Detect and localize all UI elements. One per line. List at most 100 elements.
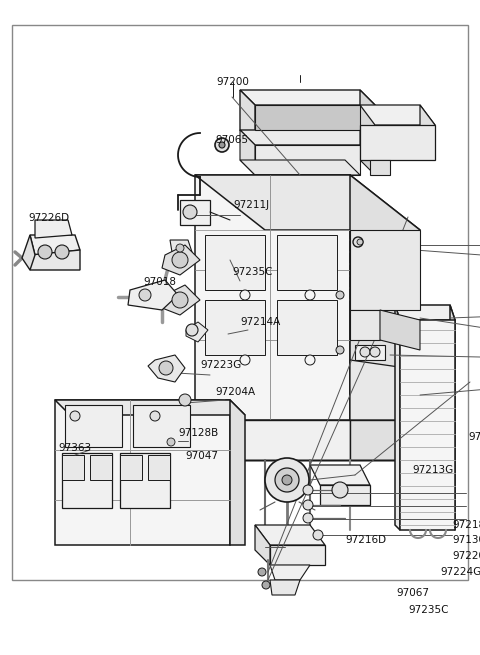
- Bar: [62, 455, 84, 480]
- Polygon shape: [360, 90, 375, 145]
- Circle shape: [159, 361, 173, 375]
- Text: 97200: 97200: [216, 77, 250, 87]
- Text: 97067: 97067: [396, 588, 429, 598]
- Polygon shape: [370, 160, 390, 175]
- Circle shape: [179, 394, 191, 406]
- Polygon shape: [380, 310, 420, 350]
- Polygon shape: [186, 322, 208, 342]
- Text: 97223G: 97223G: [200, 360, 241, 370]
- Polygon shape: [270, 545, 325, 565]
- Circle shape: [262, 581, 270, 589]
- Text: 97211J: 97211J: [233, 200, 269, 210]
- Polygon shape: [35, 220, 72, 238]
- Polygon shape: [195, 175, 350, 420]
- Circle shape: [336, 291, 344, 299]
- Circle shape: [219, 142, 225, 148]
- Polygon shape: [230, 400, 245, 545]
- Bar: [205, 300, 265, 355]
- Circle shape: [240, 355, 250, 365]
- Circle shape: [303, 513, 313, 523]
- Polygon shape: [22, 235, 35, 270]
- Circle shape: [183, 205, 197, 219]
- Bar: [120, 455, 142, 480]
- Text: 97218H: 97218H: [452, 520, 480, 530]
- Polygon shape: [350, 310, 380, 340]
- Circle shape: [240, 290, 250, 300]
- Polygon shape: [240, 160, 360, 175]
- Bar: [178, 460, 198, 473]
- Text: 97235C: 97235C: [408, 605, 448, 615]
- Circle shape: [38, 245, 52, 259]
- Polygon shape: [420, 105, 435, 160]
- Polygon shape: [55, 400, 245, 415]
- Circle shape: [332, 482, 348, 498]
- Circle shape: [258, 568, 266, 576]
- Polygon shape: [255, 105, 360, 130]
- Circle shape: [172, 292, 188, 308]
- Circle shape: [167, 438, 175, 446]
- Circle shape: [305, 355, 315, 365]
- Circle shape: [303, 500, 313, 510]
- Text: 97065: 97065: [215, 135, 248, 145]
- Text: 97130A: 97130A: [452, 535, 480, 545]
- Circle shape: [282, 475, 292, 485]
- Text: 97047: 97047: [185, 451, 218, 461]
- Polygon shape: [255, 145, 360, 175]
- Polygon shape: [450, 305, 455, 530]
- Circle shape: [275, 468, 299, 492]
- Polygon shape: [270, 580, 300, 595]
- Circle shape: [303, 485, 313, 495]
- Polygon shape: [128, 280, 178, 310]
- Polygon shape: [164, 436, 178, 448]
- Circle shape: [336, 346, 344, 354]
- Polygon shape: [55, 400, 230, 545]
- Polygon shape: [320, 485, 370, 505]
- Polygon shape: [180, 200, 210, 225]
- Polygon shape: [350, 360, 420, 420]
- Polygon shape: [195, 420, 350, 460]
- Polygon shape: [170, 240, 192, 252]
- Text: 97363: 97363: [58, 443, 91, 453]
- Polygon shape: [240, 90, 375, 105]
- Circle shape: [313, 530, 323, 540]
- Text: 97018: 97018: [143, 277, 176, 287]
- Text: 97226D: 97226D: [28, 213, 69, 223]
- Circle shape: [70, 411, 80, 421]
- Polygon shape: [30, 250, 80, 270]
- Circle shape: [360, 347, 370, 357]
- Polygon shape: [195, 175, 420, 230]
- Polygon shape: [350, 175, 420, 420]
- Circle shape: [305, 290, 315, 300]
- Polygon shape: [360, 125, 435, 160]
- Polygon shape: [255, 525, 325, 545]
- Polygon shape: [240, 90, 255, 145]
- Circle shape: [139, 289, 151, 301]
- Polygon shape: [350, 420, 420, 460]
- Polygon shape: [395, 305, 455, 320]
- Polygon shape: [148, 355, 185, 382]
- Polygon shape: [360, 130, 375, 175]
- Polygon shape: [360, 105, 435, 125]
- Circle shape: [215, 138, 229, 152]
- Polygon shape: [355, 345, 385, 360]
- Polygon shape: [270, 565, 310, 580]
- Bar: [148, 455, 170, 480]
- Bar: [62, 453, 112, 508]
- Bar: [12, 25, 468, 580]
- Text: 97216D: 97216D: [345, 535, 386, 545]
- Bar: [65, 405, 122, 447]
- Polygon shape: [30, 235, 80, 255]
- Polygon shape: [162, 245, 200, 275]
- Bar: [277, 235, 337, 290]
- Text: 97204A: 97204A: [215, 387, 255, 397]
- Text: 97213G: 97213G: [412, 465, 453, 475]
- Text: 97236E: 97236E: [468, 432, 480, 442]
- Circle shape: [186, 324, 198, 336]
- Polygon shape: [400, 320, 455, 530]
- Polygon shape: [162, 285, 200, 315]
- Text: 97214A: 97214A: [240, 317, 280, 327]
- Bar: [277, 300, 337, 355]
- Circle shape: [176, 244, 184, 252]
- Text: 97224G: 97224G: [440, 567, 480, 577]
- Text: 97235C: 97235C: [232, 267, 273, 277]
